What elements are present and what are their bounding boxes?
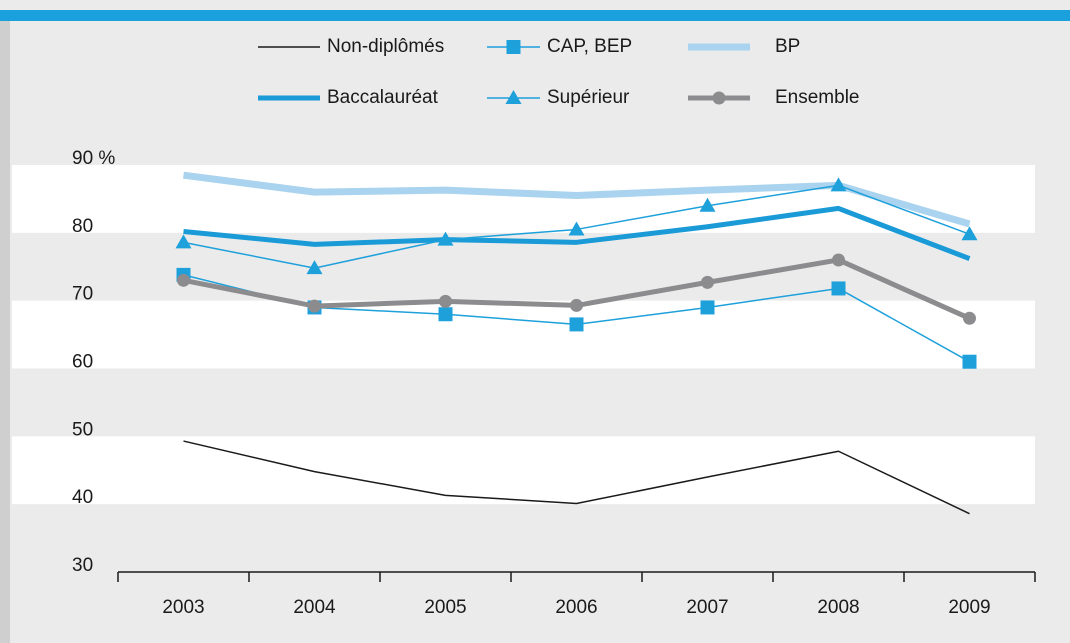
marker [700,300,715,315]
series [177,253,976,325]
marker [832,253,845,267]
top-bar [0,10,1070,21]
marker [439,294,452,308]
x-tick-label: 2007 [686,597,728,618]
marker [308,299,321,313]
x-tick-label: 2008 [817,597,859,618]
legend-label: Non-diplômés [327,36,444,57]
marker [699,197,716,212]
marker [568,221,585,236]
y-tick-label: 60 [72,352,93,373]
marker [570,298,583,312]
legend-label: Baccalauréat [327,87,439,108]
marker [831,281,846,296]
marker [712,91,726,105]
marker [175,234,192,249]
marker [961,226,978,241]
band [12,436,1035,505]
x-tick-label: 2006 [555,597,597,618]
marker [701,275,714,289]
legend-label: CAP, BEP [547,36,632,57]
band [12,300,1035,369]
marker [437,231,454,246]
x-tick-label: 2009 [948,597,990,618]
marker [506,40,521,54]
band [12,165,1035,233]
legend-label: Supérieur [547,87,630,108]
series [183,205,971,261]
marker [306,260,323,275]
x-tick-label: 2005 [424,597,466,618]
x-tick-label: 2003 [162,597,204,618]
y-tick-label: 70 [72,284,93,305]
series [183,440,970,515]
left-stripe [0,21,10,643]
marker [505,90,522,104]
marker [830,177,847,192]
marker [177,273,190,287]
series [175,177,978,275]
y-tick-label: 40 [72,487,93,508]
marker [963,311,976,325]
line [183,440,970,515]
y-tick-label: 80 [72,216,93,237]
marker [438,307,453,322]
marker [962,354,977,369]
y-tick-label: 30 [72,555,93,576]
marker [569,317,584,332]
y-tick-label: 50 [72,419,93,440]
legend-label: Ensemble [775,87,860,108]
y-tick-label: 90 % [72,148,115,169]
line [183,205,971,261]
legend-label: BP [775,36,800,57]
x-tick-label: 2004 [293,597,336,618]
